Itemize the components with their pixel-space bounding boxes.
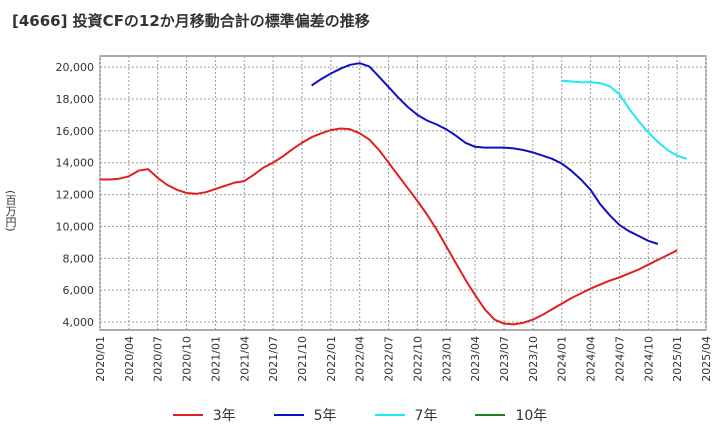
legend-label: 3年 [212, 408, 236, 424]
x-tick-label: 2020/07 [152, 336, 165, 382]
y-tick-label: 6,000 [63, 284, 95, 297]
x-tick-label: 2021/04 [238, 336, 251, 382]
legend-item: 7年 [374, 405, 438, 425]
legend-item: 3年 [172, 405, 236, 425]
x-tick-label: 2020/10 [181, 336, 194, 382]
legend-label: 10年 [515, 408, 548, 424]
y-tick-label: 16,000 [56, 125, 95, 138]
x-tick-label: 2022/10 [411, 336, 424, 382]
x-tick-label: 2024/01 [556, 336, 569, 382]
x-axis-ticks: 2020/01 2020/04 2020/07 2020/10 2021/01 2021/… [94, 336, 713, 382]
y-tick-label: 14,000 [56, 157, 95, 170]
legend-label: 7年 [414, 408, 438, 424]
x-tick-label: 2021/10 [296, 336, 309, 382]
x-tick-label: 2022/07 [383, 336, 396, 382]
legend-swatch [475, 414, 506, 416]
legend-swatch [374, 414, 405, 416]
y-tick-label: 10,000 [56, 220, 95, 233]
legend-label: 5年 [313, 408, 337, 424]
legend: 3年 5年 7年 10年 [0, 405, 720, 425]
y-tick-label: 12,000 [56, 189, 95, 202]
legend-item: 10年 [475, 405, 547, 425]
grid-lines [99, 56, 707, 330]
x-tick-label: 2024/10 [642, 336, 655, 382]
x-tick-label: 2020/01 [94, 336, 107, 382]
x-tick-label: 2023/01 [440, 336, 453, 382]
chart-title: [4666] 投資CFの12か月移動合計の標準偏差の推移 [12, 12, 370, 30]
legend-swatch [172, 414, 203, 416]
x-tick-label: 2024/07 [613, 336, 626, 382]
x-tick-label: 2025/04 [700, 336, 713, 382]
x-tick-label: 2022/04 [354, 336, 367, 382]
series-line-3年 [100, 127, 678, 326]
x-tick-label: 2023/10 [527, 336, 540, 382]
y-tick-label: 8,000 [63, 252, 95, 265]
series-line-7年 [561, 79, 688, 160]
x-tick-label: 2024/04 [585, 336, 598, 382]
y-tick-label: 18,000 [56, 93, 95, 106]
x-tick-label: 2021/01 [209, 336, 222, 382]
x-tick-label: 2023/07 [498, 336, 511, 382]
y-axis-label: (百万円) [4, 190, 17, 232]
series-lines [100, 62, 688, 326]
y-axis-ticks: 4,000 6,000 8,000 10,000 12,000 14,000 16,000 1… [56, 61, 95, 329]
x-tick-label: 2025/01 [671, 336, 684, 382]
x-tick-label: 2021/07 [267, 336, 280, 382]
x-tick-label: 2020/04 [123, 336, 136, 382]
y-tick-label: 20,000 [56, 61, 95, 74]
legend-swatch [273, 414, 304, 416]
series-line-5年 [311, 62, 659, 245]
x-tick-label: 2023/04 [469, 336, 482, 382]
legend-item: 5年 [273, 405, 337, 425]
y-tick-label: 4,000 [63, 316, 95, 329]
x-tick-label: 2022/01 [325, 336, 338, 382]
